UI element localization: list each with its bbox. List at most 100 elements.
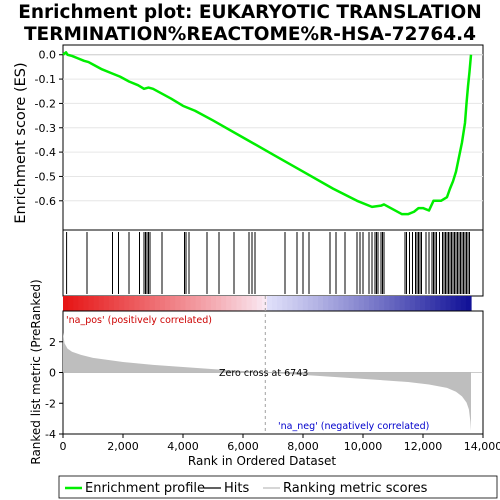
rank-color-segment — [221, 296, 227, 311]
metric-tick-label: 0 — [49, 367, 56, 380]
hit-marks — [66, 232, 470, 294]
rank-color-segment — [287, 296, 294, 311]
es-axis-ticks: 0.0 -0.1 -0.2 -0.3 -0.4 -0.5 -0.6 — [35, 49, 63, 208]
rank-color-segment — [440, 296, 447, 311]
x-tick-label: 10,000 — [344, 440, 383, 453]
rank-color-segment — [165, 296, 171, 311]
rank-color-segment — [98, 296, 105, 311]
rank-color-segment — [465, 296, 472, 311]
es-line — [62, 51, 473, 216]
rank-color-segment — [358, 296, 365, 311]
rank-color-segment — [379, 296, 385, 311]
rank-color-segment — [384, 296, 390, 311]
rank-color-segment — [205, 296, 212, 311]
rank-color-segment — [129, 296, 135, 311]
rank-color-segment — [374, 296, 380, 311]
rank-color-segment — [175, 296, 181, 311]
rank-color-segment — [420, 296, 426, 311]
rank-color-segment — [277, 296, 283, 311]
rank-color-segment — [236, 296, 243, 311]
es-tick-label: -0.1 — [35, 73, 56, 86]
rank-color-segment — [73, 296, 79, 311]
rank-color-segment — [369, 296, 375, 311]
es-tick-label: -0.4 — [35, 146, 56, 159]
rank-color-segment — [103, 296, 110, 311]
rank-color-segment — [180, 296, 186, 311]
es-panel — [62, 44, 484, 231]
metric-tick-label: 2 — [49, 336, 56, 349]
rank-color-segment — [282, 296, 288, 311]
chart-title-line1: Enrichment plot: EUKARYOTIC TRANSLATION — [18, 2, 482, 23]
es-tick-label: -0.5 — [35, 170, 56, 183]
rank-color-segment — [297, 296, 304, 311]
rank-color-segment — [450, 296, 457, 311]
rank-color-segment — [149, 296, 156, 311]
legend-label-hits: Hits — [224, 481, 249, 496]
rank-color-segment — [363, 296, 370, 311]
rank-color-segment — [353, 296, 360, 311]
zero-cross-label: Zero cross at 6743 — [219, 368, 308, 379]
rank-color-segment — [231, 296, 237, 311]
rank-color-segment — [144, 296, 151, 311]
rank-color-segment — [399, 296, 406, 311]
neg-correlated-label: 'na_neg' (negatively correlated) — [278, 421, 429, 432]
rank-color-segment — [226, 296, 232, 311]
rank-color-segment — [134, 296, 141, 311]
es-tick-label: -0.2 — [35, 97, 56, 110]
rank-color-segment — [435, 296, 441, 311]
es-tick-label: -0.6 — [35, 195, 56, 208]
rank-color-segment — [114, 296, 120, 311]
rank-color-segment — [170, 296, 176, 311]
rank-color-segment — [190, 296, 197, 311]
x-tick-label: 14,000 — [464, 440, 500, 453]
rank-color-segment — [312, 296, 319, 311]
rank-color-segment — [292, 296, 299, 311]
rank-color-segment — [425, 296, 431, 311]
chart-title-line2: TERMINATION%REACTOME%R-HSA-72764.4 — [24, 24, 476, 45]
es-axis-label: Enrichment score (ES) — [13, 62, 29, 223]
rank-color-segment — [256, 296, 263, 311]
metric-axis-ticks: 2 0 -2 -4 — [45, 336, 63, 441]
es-gridlines — [63, 54, 483, 202]
metric-area — [63, 332, 483, 431]
rank-color-segment — [78, 296, 84, 311]
rank-color-segment — [323, 296, 329, 311]
rank-color-segment — [216, 296, 222, 311]
x-tick-label: 6,000 — [227, 440, 259, 453]
rank-color-segment — [267, 296, 273, 311]
metric-axis-label: Ranked list metric (PreRanked) — [29, 279, 43, 464]
x-tick-label: 12,000 — [404, 440, 443, 453]
rank-color-segment — [200, 296, 207, 311]
rank-color-segment — [83, 296, 90, 311]
rank-color-segment — [93, 296, 100, 311]
rank-color-segment — [328, 296, 334, 311]
enrichment-profile — [62, 51, 473, 216]
rank-color-segment — [154, 296, 161, 311]
rank-color-segment — [460, 296, 467, 311]
rank-color-segment — [343, 296, 350, 311]
legend-label-metric: Ranking metric scores — [283, 481, 428, 496]
rank-color-segment — [389, 296, 396, 311]
rank-color-segment — [210, 296, 217, 311]
rank-color-segment — [88, 296, 95, 311]
rank-color-segment — [185, 296, 192, 311]
legend-label-enrichment: Enrichment profile — [85, 481, 205, 496]
rank-color-segment — [318, 296, 324, 311]
rank-color-segment — [455, 296, 462, 311]
rank-color-bar — [63, 296, 472, 311]
rank-color-segment — [139, 296, 146, 311]
rank-color-segment — [348, 296, 355, 311]
x-axis-ticks: 0 2,000 4,000 6,000 8,000 10,000 12,000 14,000 — [60, 434, 500, 453]
rank-color-segment — [404, 296, 411, 311]
es-tick-label: 0.0 — [39, 49, 57, 62]
rank-color-segment — [261, 296, 268, 311]
rank-color-segment — [333, 296, 339, 311]
rank-color-segment — [338, 296, 345, 311]
x-axis-label: Rank in Ordered Dataset — [188, 454, 336, 468]
x-tick-label: 2,000 — [107, 440, 139, 453]
rank-color-segment — [430, 296, 436, 311]
rank-color-segment — [409, 296, 416, 311]
rank-color-segment — [63, 296, 69, 311]
rank-color-segment — [108, 296, 115, 311]
